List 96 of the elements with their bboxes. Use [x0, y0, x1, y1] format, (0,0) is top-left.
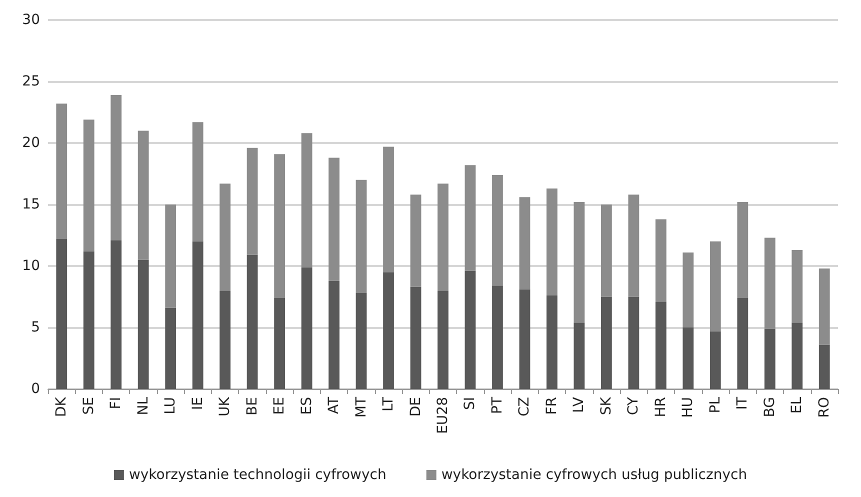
legend-label: wykorzystanie technologii cyfrowych — [128, 467, 386, 483]
bar — [682, 328, 694, 389]
bar — [83, 251, 94, 389]
bar — [574, 322, 585, 389]
bar — [192, 241, 204, 389]
bar — [110, 95, 122, 240]
bar — [655, 219, 666, 302]
bar — [438, 184, 448, 291]
bar — [356, 293, 367, 389]
bar — [764, 328, 776, 389]
bar — [628, 296, 640, 389]
bar — [246, 148, 258, 255]
bar — [601, 296, 612, 389]
x-tick-label: LV — [571, 396, 588, 413]
y-tick-label: 20 — [22, 135, 40, 151]
x-tick-label: SI — [462, 397, 478, 410]
bar — [56, 238, 68, 389]
bar — [274, 154, 285, 298]
bar — [682, 252, 694, 328]
bar — [301, 267, 312, 389]
bar — [356, 180, 367, 294]
bar — [792, 322, 803, 389]
bar — [383, 272, 394, 389]
bar — [628, 194, 640, 297]
x-tick-label: HR — [652, 396, 669, 418]
x-tick-label: LT — [380, 396, 397, 412]
bar — [56, 104, 68, 239]
x-tick-label: CZ — [516, 397, 533, 416]
x-tick-label: RO — [816, 397, 832, 418]
bar — [492, 174, 503, 286]
x-tick-label: HU — [680, 397, 696, 418]
x-tick-label: DK — [54, 396, 70, 417]
bar — [410, 194, 422, 287]
x-tick-label: AT — [326, 396, 342, 414]
bar — [464, 270, 476, 389]
bar — [546, 296, 558, 389]
bar — [574, 202, 585, 323]
bar — [464, 165, 476, 271]
x-tick-label: LU — [162, 397, 179, 414]
bar — [818, 344, 830, 389]
y-tick-label: 5 — [31, 320, 40, 336]
x-tick-label: EE — [272, 397, 288, 415]
bar — [138, 260, 149, 389]
bar — [601, 204, 612, 297]
bar — [438, 290, 448, 389]
bar — [792, 250, 803, 323]
x-tick-label: SK — [598, 396, 614, 416]
bar — [246, 254, 258, 389]
legend-label: wykorzystanie cyfrowych usług publicznych — [441, 467, 748, 483]
x-tick-label: FI — [108, 397, 124, 410]
bar — [519, 197, 530, 290]
bar — [138, 130, 149, 260]
bar — [818, 268, 830, 345]
bar — [410, 286, 422, 389]
bar — [710, 331, 721, 389]
bar — [83, 120, 94, 252]
x-tick-label: EU28 — [435, 397, 451, 434]
x-tick-label: PL — [707, 396, 724, 414]
x-tick-label: IT — [734, 396, 751, 410]
x-tick-label: DE — [408, 397, 424, 417]
y-tick-label: 0 — [31, 381, 40, 397]
y-tick-label: 10 — [22, 258, 40, 274]
bar — [764, 238, 776, 329]
x-tick-label: BE — [244, 397, 260, 416]
x-tick-label: IE — [190, 397, 206, 410]
x-tick-label: NL — [135, 396, 152, 416]
bar — [165, 204, 176, 308]
y-tick-label: 25 — [22, 74, 40, 90]
bar — [165, 308, 176, 389]
bar — [220, 184, 231, 291]
x-tick-label: UK — [217, 396, 234, 416]
y-tick-label: 30 — [22, 12, 40, 28]
x-tick-label: ES — [298, 396, 315, 415]
bar — [519, 289, 530, 389]
bar — [546, 188, 558, 296]
x-tick-label: PT — [489, 396, 506, 414]
bar — [220, 290, 231, 389]
bar — [328, 158, 340, 281]
bar — [710, 241, 721, 332]
x-tick-label: CY — [626, 396, 642, 416]
x-tick-label: MT — [353, 396, 370, 418]
bar — [328, 280, 340, 389]
bar — [737, 298, 748, 389]
bar — [737, 202, 748, 298]
x-tick-label: EL — [789, 396, 806, 414]
bar — [655, 302, 666, 389]
bar — [383, 146, 394, 272]
bar — [274, 298, 285, 389]
y-tick-label: 15 — [22, 196, 40, 212]
bar — [192, 122, 204, 242]
bar — [301, 133, 312, 268]
bar — [110, 240, 122, 389]
bar — [492, 286, 503, 389]
x-tick-label: SE — [80, 397, 97, 415]
x-tick-label: BG — [762, 397, 778, 418]
x-tick-label: FR — [544, 396, 560, 415]
